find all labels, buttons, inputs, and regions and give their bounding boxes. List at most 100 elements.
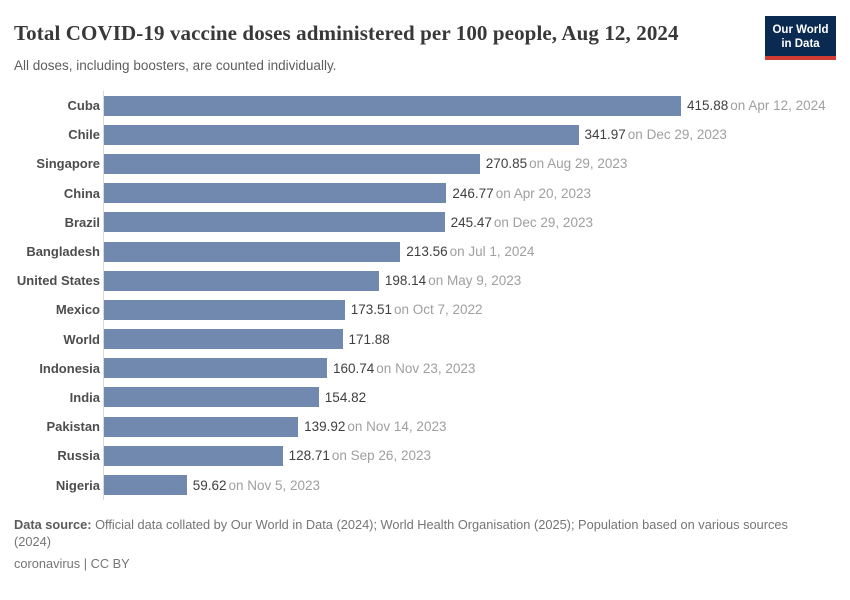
datasource-label: Data source: xyxy=(14,516,92,532)
value-date-label: on Nov 14, 2023 xyxy=(347,419,447,435)
value-label: 246.77 xyxy=(452,185,494,201)
chart-row: Singapore 270.85 on Aug 29, 2023 xyxy=(14,149,836,179)
plot-area: 198.14 on May 9, 2023 xyxy=(103,266,836,296)
plot-area: 246.77 on Apr 20, 2023 xyxy=(103,178,836,208)
entity-label: Brazil xyxy=(64,214,100,230)
chart-rows: Cuba 415.88 on Apr 12, 2024 Chile 341.97 on D… xyxy=(14,91,836,500)
chart-row: China 246.77 on Apr 20, 2023 xyxy=(14,178,836,208)
chart-row: Cuba 415.88 on Apr 12, 2024 xyxy=(14,91,836,121)
value-date-label: on Nov 5, 2023 xyxy=(228,477,321,493)
bar[interactable] xyxy=(104,329,343,350)
entity-label: Singapore xyxy=(36,156,100,172)
entity-label: Russia xyxy=(57,448,100,464)
bar-chart: Cuba 415.88 on Apr 12, 2024 Chile 341.97 on D… xyxy=(14,91,836,500)
plot-area: 173.51 on Oct 7, 2022 xyxy=(103,295,836,325)
bar[interactable] xyxy=(104,241,401,262)
plot-area: 154.82 xyxy=(103,382,836,413)
value-label: 171.88 xyxy=(348,331,390,347)
owid-logo: Our World in Data xyxy=(765,16,836,60)
bar[interactable] xyxy=(104,95,681,116)
page-title: Total COVID-19 vaccine doses administere… xyxy=(14,21,679,45)
entity-label: Mexico xyxy=(55,302,100,318)
bar[interactable] xyxy=(104,153,480,174)
value-label-group: 154.82 xyxy=(325,390,366,405)
chart-row: Pakistan 139.92 on Nov 14, 2023 xyxy=(14,412,836,442)
value-label: 245.47 xyxy=(450,214,492,230)
chart-row: Bangladesh 213.56 on Jul 1, 2024 xyxy=(14,236,836,267)
plot-area: 341.97 on Dec 29, 2023 xyxy=(103,120,836,150)
value-label-group: 160.74 on Nov 23, 2023 xyxy=(333,361,475,376)
value-date-label: on Aug 29, 2023 xyxy=(529,156,628,172)
value-label: 139.92 xyxy=(304,419,346,435)
entity-label: Chile xyxy=(68,127,100,143)
value-label: 154.82 xyxy=(324,389,367,405)
value-date-label: on Nov 23, 2023 xyxy=(376,360,476,376)
value-label-group: 415.88 on Apr 12, 2024 xyxy=(687,98,826,113)
value-label-group: 213.56 on Jul 1, 2024 xyxy=(406,244,534,259)
owid-logo-line1: Our World xyxy=(772,24,829,36)
value-label: 173.51 xyxy=(350,302,392,318)
value-label: 160.74 xyxy=(333,360,375,376)
entity-label: World xyxy=(63,331,100,347)
chart-row: Indonesia 160.74 on Nov 23, 2023 xyxy=(14,353,836,383)
value-label-group: 246.77 on Apr 20, 2023 xyxy=(452,186,591,201)
value-date-label: on May 9, 2023 xyxy=(428,273,522,289)
entity-label: United States xyxy=(16,273,100,289)
chart-row: United States 198.14 on May 9, 2023 xyxy=(14,266,836,296)
bar[interactable] xyxy=(104,387,319,408)
value-date-label: on Apr 12, 2024 xyxy=(730,98,826,114)
license-note: coronavirus | CC BY xyxy=(14,555,130,571)
chart-footer: Data source: Official data collated by O… xyxy=(14,516,836,571)
plot-area: 245.47 on Dec 29, 2023 xyxy=(103,207,836,237)
bar[interactable] xyxy=(104,445,283,466)
bar[interactable] xyxy=(104,183,447,204)
bar[interactable] xyxy=(104,299,345,320)
bar[interactable] xyxy=(104,475,187,496)
plot-area: 415.88 on Apr 12, 2024 xyxy=(103,91,836,121)
value-label: 213.56 xyxy=(406,244,448,260)
entity-label: Nigeria xyxy=(55,477,100,493)
value-label: 415.88 xyxy=(687,98,729,114)
chart-row: World 171.88 xyxy=(14,324,836,354)
plot-area: 171.88 xyxy=(103,324,836,354)
chart-row: Mexico 173.51 on Oct 7, 2022 xyxy=(14,295,836,325)
value-date-label: on Oct 7, 2022 xyxy=(393,302,483,318)
value-label-group: 270.85 on Aug 29, 2023 xyxy=(486,156,628,171)
datasource-line: Data source: Official data collated by O… xyxy=(14,516,826,550)
value-label: 270.85 xyxy=(485,156,528,172)
value-date-label: on Dec 29, 2023 xyxy=(627,127,727,143)
value-label: 341.97 xyxy=(584,127,626,143)
plot-area: 128.71 on Sep 26, 2023 xyxy=(103,441,836,471)
plot-area: 160.74 on Nov 23, 2023 xyxy=(103,353,836,383)
entity-label: Cuba xyxy=(67,98,101,114)
chart-row: Chile 341.97 on Dec 29, 2023 xyxy=(14,120,836,150)
entity-label: India xyxy=(69,389,100,405)
value-date-label: on Jul 1, 2024 xyxy=(449,244,535,260)
owid-logo-line2: in Data xyxy=(781,38,820,50)
value-date-label: on Dec 29, 2023 xyxy=(493,214,593,230)
value-label-group: 128.71 on Sep 26, 2023 xyxy=(289,448,431,463)
value-label-group: 139.92 on Nov 14, 2023 xyxy=(304,419,446,434)
value-label-group: 59.62 on Nov 5, 2023 xyxy=(193,478,320,493)
chart-row: Brazil 245.47 on Dec 29, 2023 xyxy=(14,207,836,237)
bar[interactable] xyxy=(104,416,299,437)
value-label: 128.71 xyxy=(288,448,330,464)
bar[interactable] xyxy=(104,212,445,233)
bar[interactable] xyxy=(104,124,579,145)
value-date-label: on Apr 20, 2023 xyxy=(495,185,592,201)
chart-subtitle: All doses, including boosters, are count… xyxy=(14,58,337,73)
value-label: 59.62 xyxy=(192,477,227,493)
value-label-group: 245.47 on Dec 29, 2023 xyxy=(451,215,593,230)
bar[interactable] xyxy=(104,270,379,291)
value-label-group: 173.51 on Oct 7, 2022 xyxy=(351,302,483,317)
chart-row: India 154.82 xyxy=(14,382,836,413)
value-date-label: on Sep 26, 2023 xyxy=(331,448,431,464)
bar[interactable] xyxy=(104,358,327,379)
entity-label: Indonesia xyxy=(39,360,100,376)
entity-label: China xyxy=(63,185,100,201)
datasource-text: Official data collated by Our World in D… xyxy=(14,516,788,549)
value-label-group: 171.88 xyxy=(349,332,390,347)
chart-row: Russia 128.71 on Sep 26, 2023 xyxy=(14,441,836,471)
value-label-group: 341.97 on Dec 29, 2023 xyxy=(585,127,727,142)
